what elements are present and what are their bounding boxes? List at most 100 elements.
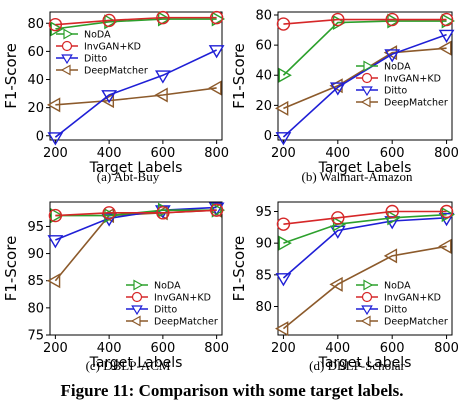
- data-point-noda: [441, 13, 455, 29]
- series-line-deepmatcher: [55, 87, 217, 106]
- plot-frame: [277, 201, 453, 336]
- data-point-invgan-kd: [331, 211, 345, 225]
- data-point-deepmatcher: [46, 97, 61, 113]
- data-point-noda: [387, 13, 401, 29]
- data-point-ditto: [329, 225, 346, 239]
- series-line-invgan-kd: [283, 18, 447, 25]
- data-point-deepmatcher: [383, 248, 398, 264]
- data-point-deepmatcher: [46, 273, 61, 289]
- y-tick-label: 40: [27, 73, 44, 88]
- legend-label-ditto: Ditto: [384, 305, 407, 316]
- y-axis-label: F1-Score: [2, 43, 20, 109]
- x-tick-label: 200: [43, 341, 68, 356]
- data-point-invgan-kd: [156, 206, 170, 220]
- x-tick-label: 800: [204, 146, 229, 161]
- x-tick-label: 600: [150, 341, 175, 356]
- data-point-ditto: [438, 212, 455, 227]
- legend-marker-ditto: [61, 54, 73, 65]
- series-line-invgan-kd: [283, 210, 447, 225]
- x-tick-label: 400: [325, 341, 350, 356]
- legend-marker-deepmatcher: [360, 315, 371, 327]
- legend-marker-noda: [363, 279, 374, 291]
- subplot-caption: (c) DBLP-ACM: [86, 358, 171, 373]
- x-tick-label: 800: [434, 341, 459, 356]
- y-tick-label: 85: [255, 268, 272, 283]
- series-line-noda: [283, 213, 447, 244]
- data-point-deepmatcher: [438, 40, 452, 56]
- legend-marker-ditto: [361, 305, 373, 316]
- data-point-deepmatcher: [208, 80, 222, 96]
- x-axis-label: Target Labels: [89, 355, 183, 371]
- data-point-noda: [278, 235, 292, 251]
- x-tick-label: 600: [380, 341, 405, 356]
- data-point-ditto: [329, 82, 346, 96]
- data-point-ditto: [275, 273, 292, 287]
- data-point-deepmatcher: [329, 276, 343, 292]
- data-point-ditto: [275, 132, 292, 146]
- data-point-noda: [332, 216, 347, 232]
- legend-label-ditto: Ditto: [384, 86, 407, 97]
- y-tick-label: 90: [255, 237, 272, 252]
- series-line-noda: [282, 20, 447, 76]
- series-line-deepmatcher: [54, 209, 217, 282]
- legend-label-invgan-kd: InvGAN+KD: [84, 42, 141, 53]
- plot-frame: [277, 11, 453, 141]
- legend-marker-deepmatcher: [360, 96, 371, 108]
- data-point-invgan-kd: [48, 17, 63, 32]
- data-point-deepmatcher: [100, 93, 115, 109]
- y-tick-label: 20: [27, 101, 44, 116]
- data-point-noda: [278, 67, 292, 83]
- data-point-invgan-kd: [331, 12, 345, 27]
- data-point-noda: [387, 210, 401, 226]
- data-point-invgan-kd: [276, 217, 291, 231]
- data-point-noda: [50, 208, 64, 224]
- data-point-invgan-kd: [276, 17, 291, 31]
- data-point-invgan-kd: [102, 206, 116, 220]
- data-point-invgan-kd: [102, 13, 116, 28]
- y-tick-label: 95: [255, 205, 272, 220]
- data-point-noda: [211, 11, 226, 27]
- y-tick-label: 60: [255, 39, 272, 54]
- series-line-ditto: [282, 217, 447, 279]
- y-tick-label: 80: [255, 300, 272, 315]
- legend-marker-noda: [363, 60, 374, 72]
- y-tick-label: 20: [255, 99, 272, 114]
- x-tick-label: 200: [43, 146, 68, 161]
- x-tick-label: 400: [97, 146, 122, 161]
- legend-marker-noda: [133, 279, 144, 291]
- legend-marker-invgan-kd: [361, 291, 373, 303]
- x-tick-label: 600: [380, 146, 405, 161]
- legend-marker-ditto: [131, 305, 143, 316]
- legend-marker-deepmatcher: [130, 315, 141, 327]
- data-point-deepmatcher: [275, 321, 289, 337]
- subplot-caption: (a) Abt-Buy: [97, 169, 160, 184]
- data-point-ditto: [47, 132, 64, 146]
- data-point-noda: [157, 11, 172, 27]
- data-point-invgan-kd: [156, 10, 170, 25]
- legend-label-ditto: Ditto: [84, 54, 107, 65]
- y-tick-label: 80: [255, 9, 272, 24]
- legend-label-invgan-kd: InvGAN+KD: [384, 74, 441, 85]
- chart-panel-1: 0 20 40 60 80 200 400 600 800 Target Labels F1-Sco…: [2, 10, 229, 184]
- legend-label-deepmatcher: DeepMatcher: [154, 317, 218, 328]
- data-point-ditto: [101, 213, 118, 227]
- series-line-ditto: [54, 49, 217, 138]
- legend-label-noda: NoDA: [384, 62, 411, 73]
- legend-label-noda: NoDA: [384, 281, 411, 292]
- x-axis-label: Target Labels: [318, 355, 412, 371]
- legend-label-deepmatcher: DeepMatcher: [384, 98, 448, 109]
- legend-marker-invgan-kd: [361, 72, 373, 84]
- y-tick-label: 85: [27, 274, 44, 289]
- y-tick-label: 90: [27, 247, 44, 262]
- legend-label-invgan-kd: InvGAN+KD: [384, 293, 441, 304]
- data-point-ditto: [47, 235, 64, 249]
- y-tick-label: 80: [27, 17, 44, 32]
- chart-panel-4: 80 85 90 95 200 400 600 800 Target Labels F1-Scor…: [230, 201, 459, 373]
- data-point-invgan-kd: [385, 12, 399, 27]
- y-tick-label: 40: [255, 69, 272, 84]
